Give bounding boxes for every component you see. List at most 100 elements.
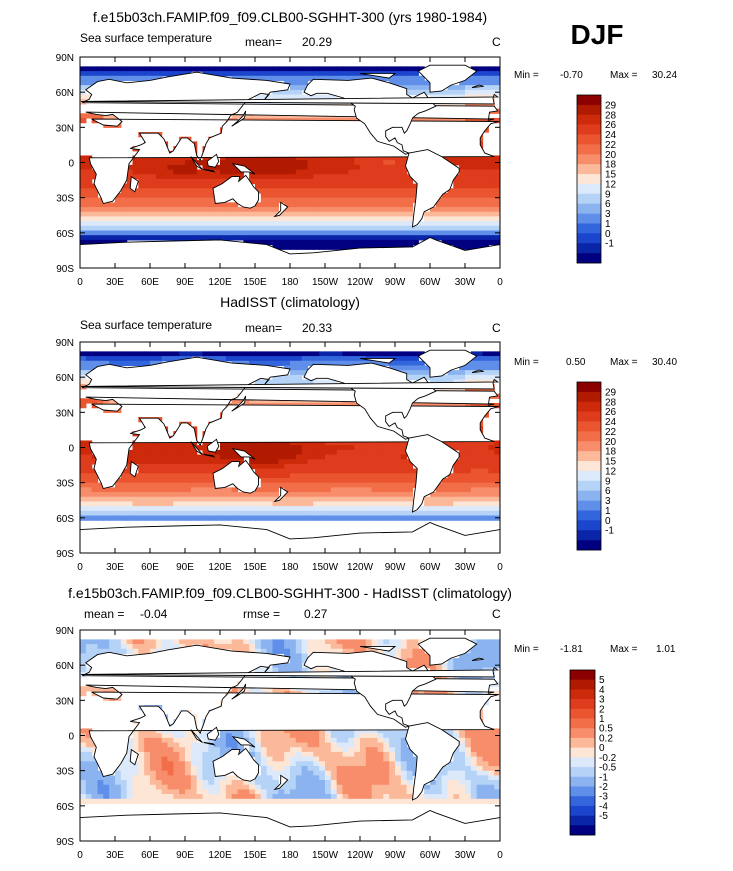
- map-cell: [168, 492, 174, 497]
- map-cell: [86, 497, 92, 502]
- map-cell: [483, 511, 489, 516]
- map-cell: [383, 464, 389, 469]
- map-cell: [313, 511, 319, 516]
- map-cell: [162, 198, 168, 203]
- map-cell: [226, 207, 232, 212]
- map-cell: [325, 198, 331, 203]
- map-cell: [290, 775, 296, 780]
- map-cell: [360, 202, 366, 207]
- map-cell: [477, 174, 483, 179]
- map-cell: [459, 216, 465, 221]
- map-cell: [173, 198, 179, 203]
- map-cell: [348, 184, 354, 189]
- map-cell: [255, 506, 261, 511]
- map-cell: [278, 501, 284, 506]
- map-cell: [360, 193, 366, 198]
- colorbar-box: [577, 441, 601, 451]
- map-cell: [273, 160, 279, 165]
- map-cell: [413, 370, 419, 375]
- map-cell: [203, 771, 209, 776]
- map-cell: [337, 165, 343, 170]
- map-cell: [313, 240, 319, 245]
- map-cell: [331, 351, 337, 356]
- map-cell: [383, 469, 389, 474]
- map-cell: [360, 487, 366, 492]
- map-cell: [144, 483, 150, 488]
- map-cell: [471, 515, 477, 520]
- map-cell: [354, 459, 360, 464]
- map-cell: [296, 501, 302, 506]
- map-cell: [366, 179, 372, 184]
- map-cell: [372, 66, 378, 71]
- map-cell: [185, 747, 191, 752]
- map-cell: [325, 160, 331, 165]
- map-cell: [465, 226, 471, 231]
- map-cell: [378, 221, 384, 226]
- map-cell: [319, 356, 325, 361]
- map-cell: [86, 184, 92, 189]
- map-cell: [424, 212, 430, 217]
- map-cell: [173, 216, 179, 221]
- map-cell: [138, 644, 144, 649]
- map-cell: [168, 487, 174, 492]
- map-cell: [296, 230, 302, 235]
- map-cell: [150, 207, 156, 212]
- map-cell: [80, 361, 86, 366]
- map-cell: [121, 649, 127, 654]
- map-cell: [185, 487, 191, 492]
- map-cell: [313, 483, 319, 488]
- map-cell: [471, 230, 477, 235]
- map-cell: [389, 170, 395, 175]
- map-cell: [401, 240, 407, 245]
- map-cell: [267, 356, 273, 361]
- map-cell: [150, 179, 156, 184]
- map-cell: [121, 497, 127, 502]
- units-label: C: [492, 607, 501, 621]
- map-cell: [343, 450, 349, 455]
- map-cell: [331, 230, 337, 235]
- map-cell: [284, 506, 290, 511]
- map-cell: [343, 464, 349, 469]
- map-cell: [232, 212, 238, 217]
- map-cell: [203, 766, 209, 771]
- map-cell: [179, 780, 185, 785]
- map-cell: [191, 469, 197, 474]
- map-cell: [226, 235, 232, 240]
- map-cell: [296, 771, 302, 776]
- map-cell: [133, 789, 139, 794]
- map-cell: [278, 733, 284, 738]
- map-cell: [121, 506, 127, 511]
- map-cell: [354, 473, 360, 478]
- map-cell: [284, 193, 290, 198]
- map-cell: [267, 766, 273, 771]
- map-cell: [173, 473, 179, 478]
- min-label: Min =: [514, 70, 539, 81]
- map-cell: [308, 66, 314, 71]
- map-cell: [465, 487, 471, 492]
- map-cell: [168, 733, 174, 738]
- map-cell: [296, 240, 302, 245]
- map-cell: [249, 506, 255, 511]
- map-cell: [348, 473, 354, 478]
- map-cell: [197, 639, 203, 644]
- map-cell: [162, 733, 168, 738]
- map-cell: [156, 487, 162, 492]
- map-cell: [395, 511, 401, 516]
- map-cell: [465, 492, 471, 497]
- map-cell: [220, 450, 226, 455]
- map-cell: [471, 501, 477, 506]
- map-cell: [296, 450, 302, 455]
- map-cell: [173, 799, 179, 804]
- map-cell: [80, 649, 86, 654]
- map-cell: [208, 492, 214, 497]
- map-cell: [401, 76, 407, 81]
- map-cell: [267, 492, 273, 497]
- map-cell: [308, 733, 314, 738]
- map-cell: [197, 469, 203, 474]
- map-cell: [150, 799, 156, 804]
- map-cell: [401, 478, 407, 483]
- map-cell: [296, 487, 302, 492]
- map-cell: [483, 202, 489, 207]
- map-cell: [185, 165, 191, 170]
- map-cell: [220, 71, 226, 76]
